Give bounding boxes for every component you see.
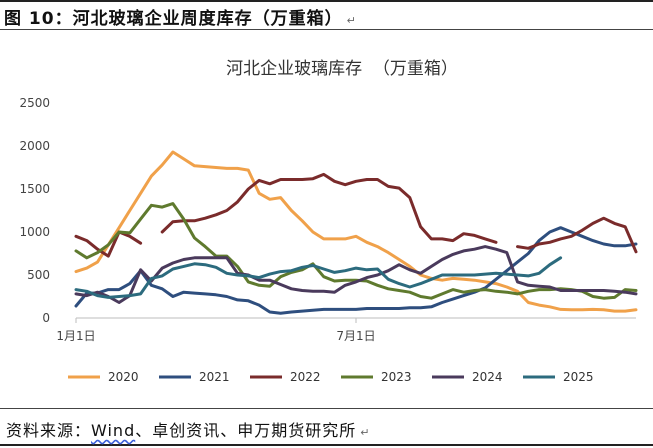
series-line-2024 [74,245,638,304]
series-line-2022 [74,172,638,258]
x-tick-label: 7月1日 [336,329,375,343]
source-sep-2: 、 [220,421,238,440]
legend-label-2025: 2025 [563,370,594,384]
paragraph-mark-icon: ↵ [346,14,357,27]
figure-title-prefix: 图 10： [4,9,73,29]
source-swhy: 申万期货研究所 [237,421,357,440]
series-line-2023 [74,202,638,300]
x-tick-label: 1月1日 [56,329,95,343]
figure-title-main: 河北玻璃企业周度库存（万重箱） [72,9,343,29]
legend-label-2024: 2024 [472,370,503,384]
source-wind: Wind [91,421,136,440]
paragraph-mark-icon: ↵ [360,426,371,439]
series-line-2021 [74,226,638,315]
source-sep-1: 、 [135,421,153,440]
figure-title: 图 10：河北玻璃企业周度库存（万重箱） ↵ [4,4,357,29]
y-tick-label: 2500 [19,96,50,110]
y-tick-label: 0 [42,311,50,325]
figure-header: 图 10：河北玻璃企业周度库存（万重箱） ↵ [0,0,653,30]
series-line-2020 [74,150,638,313]
source-zhuochuang: 卓创资讯 [152,421,221,440]
y-tick-label: 1500 [19,182,50,196]
inventory-line-chart: 河北企业玻璃库存 （万重箱） 0 500 1000 1500 2000 2500 1月1日 7月… [19,59,638,384]
chart-title: 河北企业玻璃库存 （万重箱） [226,59,458,79]
series-line-2025 [74,256,563,299]
source-line: 资料来源：Wind、卓创资讯、申万期货研究所 ↵ [6,417,371,441]
source-footer: 资料来源：Wind、卓创资讯、申万期货研究所 ↵ [0,408,653,446]
y-tick-label: 1000 [19,225,50,239]
y-tick-label: 2000 [19,139,50,153]
source-prefix: 资料来源： [6,421,92,440]
legend-label-2022: 2022 [290,370,321,384]
y-tick-label: 500 [27,268,50,282]
legend-label-2023: 2023 [381,370,412,384]
legend-label-2020: 2020 [108,370,139,384]
legend-label-2021: 2021 [199,370,230,384]
